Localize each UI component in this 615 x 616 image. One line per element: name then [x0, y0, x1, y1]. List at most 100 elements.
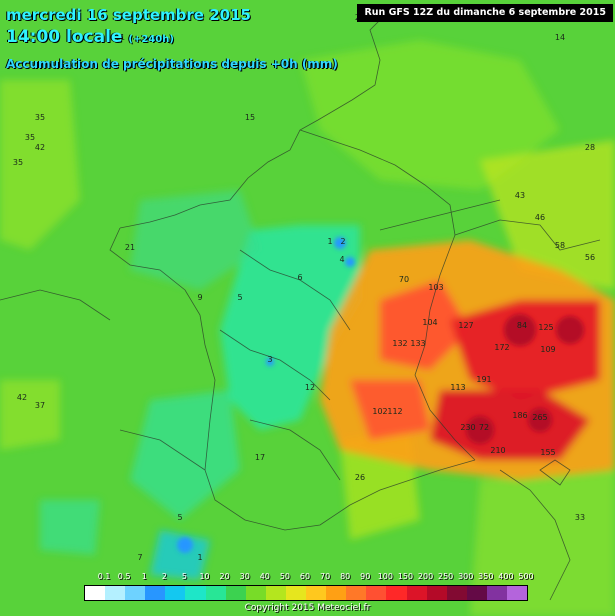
- precip-reading: 125: [538, 323, 553, 332]
- precip-reading: 210: [490, 446, 505, 455]
- legend-swatch: [386, 586, 407, 600]
- precip-reading: 35: [25, 133, 35, 142]
- precip-reading: 26: [355, 473, 365, 482]
- legend-swatch: [85, 586, 106, 600]
- forecast-time: 14:00 locale (+240h): [6, 27, 174, 47]
- precip-reading: 35: [35, 113, 45, 122]
- legend-label: 40: [259, 572, 270, 581]
- legend-swatch: [145, 586, 166, 600]
- legend-label: 30: [239, 572, 250, 581]
- precip-reading: 102: [372, 407, 387, 416]
- precip-reading: 11: [115, 33, 125, 42]
- copyright-text: Copyright 2015 Meteociel.fr: [244, 603, 371, 613]
- precip-reading: 230: [460, 423, 475, 432]
- precip-reading: 1: [197, 553, 202, 562]
- legend-label: 400: [498, 572, 514, 581]
- legend-label: 90: [360, 572, 371, 581]
- legend-swatch: [326, 586, 347, 600]
- precip-reading: 12: [305, 383, 315, 392]
- legend-swatch: [225, 586, 246, 600]
- precip-reading: 5: [237, 293, 242, 302]
- legend-label: 500: [518, 572, 534, 581]
- precip-reading: 15: [245, 113, 255, 122]
- legend-swatch: [366, 586, 387, 600]
- legend-label: 200: [417, 572, 434, 581]
- legend-label: 300: [458, 572, 474, 581]
- precip-reading: 6: [297, 273, 302, 282]
- forecast-time-label: 14:00 locale: [6, 27, 123, 47]
- precip-reading: 113: [450, 383, 465, 392]
- legend-swatch: [285, 586, 307, 600]
- precip-reading: 155: [540, 448, 555, 457]
- legend-label: 150: [397, 572, 414, 581]
- forecast-lead: (+240h): [128, 34, 174, 45]
- run-info-badge: Run GFS 12Z du dimanche 6 septembre 2015: [357, 4, 613, 22]
- legend-label: 0.5: [117, 572, 131, 581]
- borders: [0, 9, 601, 601]
- legend-label: 250: [437, 572, 454, 581]
- precip-reading: 133: [410, 339, 425, 348]
- legend-swatch: [165, 586, 186, 600]
- precip-reading: 37: [35, 401, 45, 410]
- precip-reading: 72: [479, 423, 489, 432]
- precip-reading: 56: [585, 253, 595, 262]
- precip-reading: 9: [197, 293, 202, 302]
- legend-swatch: [205, 586, 226, 600]
- precip-reading: 112: [387, 407, 402, 416]
- precip-reading: 186: [512, 411, 527, 420]
- legend-swatch: [105, 586, 126, 600]
- precip-reading: 33: [575, 513, 585, 522]
- legend-swatch: [466, 586, 487, 600]
- legend-swatch: [185, 586, 206, 600]
- legend-swatch: [486, 586, 507, 600]
- legend-labels: 0.1 0.5 1 2 5 10 20 30 40 50 60 70 80 90 100 150 200 250 3…: [84, 572, 534, 584]
- precip-reading: 43: [515, 191, 525, 200]
- precip-reading: 4: [339, 255, 344, 264]
- legend-label: 100: [377, 572, 393, 581]
- legend-label: 20: [219, 572, 230, 581]
- legend-swatch: [426, 586, 447, 600]
- legend-label: 10: [199, 572, 210, 581]
- precip-reading: 7: [137, 553, 142, 562]
- precip-reading: 17: [255, 453, 265, 462]
- legend-swatch: [346, 586, 367, 600]
- precip-reading: 191: [476, 375, 491, 384]
- precip-reading: 58: [555, 241, 565, 250]
- precip-reading: 2: [340, 237, 345, 246]
- legend-swatch: [265, 586, 286, 600]
- precip-reading: 1: [327, 237, 332, 246]
- legend-colorbar: [84, 585, 528, 601]
- legend-swatch: [245, 586, 266, 600]
- precip-reading: 84: [517, 321, 527, 330]
- precip-reading: 42: [17, 393, 27, 402]
- legend-swatch: [306, 586, 327, 600]
- legend-label: 2: [161, 572, 167, 581]
- legend-swatch: [506, 586, 528, 600]
- legend-label: 350: [478, 572, 494, 581]
- precip-reading: 28: [585, 143, 595, 152]
- legend-swatch: [125, 586, 146, 600]
- precip-reading: 46: [535, 213, 545, 222]
- precip-reading: 127: [458, 321, 473, 330]
- legend-swatch: [406, 586, 427, 600]
- precip-reading: 35: [13, 158, 23, 167]
- precip-reading: 172: [494, 343, 509, 352]
- precip-reading: 14: [555, 33, 565, 42]
- legend-label: 50: [279, 572, 290, 581]
- legend-label: 70: [319, 572, 331, 581]
- precip-reading: 109: [540, 345, 555, 354]
- precip-reading: 21: [125, 243, 135, 252]
- precip-reading: 3: [267, 355, 272, 364]
- legend-label: 5: [181, 572, 187, 581]
- precip-reading: 70: [399, 275, 409, 284]
- forecast-date: mercredi 16 septembre 2015: [6, 6, 251, 24]
- precip-reading: 104: [422, 318, 437, 327]
- precip-reading: 103: [428, 283, 443, 292]
- product-title: Accumulation de précipitations depuis +0…: [6, 57, 338, 71]
- precip-reading: 265: [532, 413, 547, 422]
- precip-reading: 5: [177, 513, 182, 522]
- legend-label: 80: [340, 572, 351, 581]
